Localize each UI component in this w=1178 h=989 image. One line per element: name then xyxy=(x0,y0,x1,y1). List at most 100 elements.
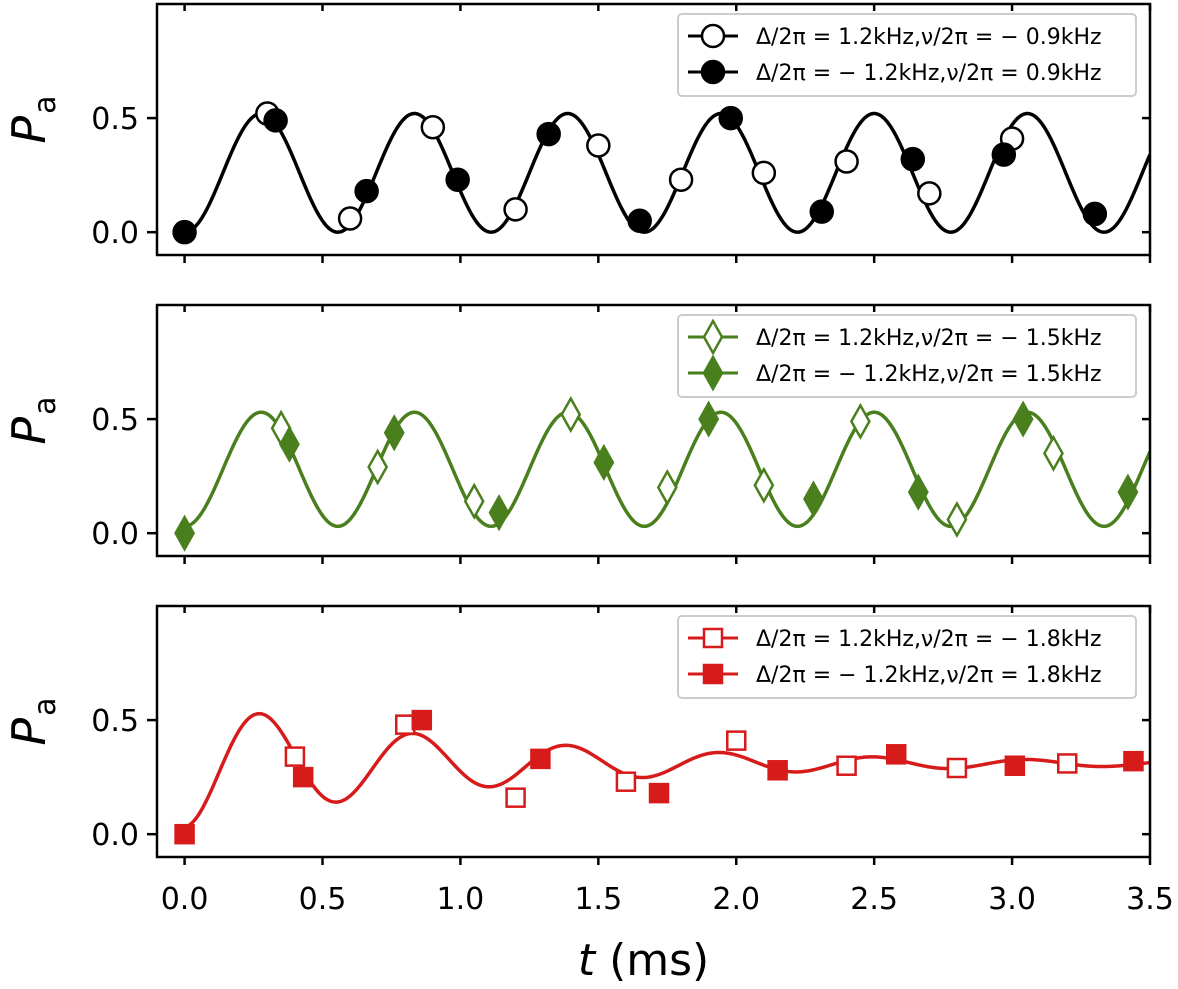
data-point xyxy=(536,121,561,147)
data-point xyxy=(885,744,907,765)
data-point xyxy=(834,149,859,174)
y-tick-label: 0.0 xyxy=(91,818,139,853)
data-point xyxy=(726,730,747,751)
data-point xyxy=(836,755,857,776)
data-point xyxy=(1004,755,1026,776)
data-point xyxy=(1057,753,1078,774)
data-point xyxy=(907,473,929,511)
legend-marker xyxy=(702,663,724,685)
x-tick-label: 2.5 xyxy=(850,882,898,917)
y-tick-label: 0.0 xyxy=(91,216,139,251)
data-point xyxy=(420,114,446,140)
data-point xyxy=(1012,400,1034,438)
data-point xyxy=(593,443,615,481)
legend-label: Δ/2π = − 1.2kHz,ν/2π = 1.5kHz xyxy=(756,362,1102,387)
data-point xyxy=(354,178,379,204)
series-filled xyxy=(174,709,1144,845)
series-open xyxy=(284,714,1078,808)
series-open xyxy=(255,101,1025,231)
fit-curve xyxy=(185,410,1150,529)
data-point xyxy=(445,167,470,192)
data-point xyxy=(586,133,611,158)
data-point xyxy=(1117,473,1139,511)
data-point xyxy=(809,199,835,224)
y-axis-label: Pa xyxy=(2,95,63,143)
data-point xyxy=(1082,201,1108,227)
legend: Δ/2π = 1.2kHz,ν/2π = − 1.5kHz Δ/2π = − 1.… xyxy=(677,314,1137,398)
series-open xyxy=(270,395,1064,539)
legend-label: Δ/2π = 1.2kHz,ν/2π = − 1.5kHz xyxy=(756,326,1102,351)
legend-label: Δ/2π = − 1.2kHz,ν/2π = 1.8kHz xyxy=(756,663,1102,688)
y-tick-label: 0.0 xyxy=(91,517,139,552)
data-point xyxy=(767,760,788,781)
data-point xyxy=(849,402,871,440)
panel-bottom: 0.0 0.5 0.0 0.5 1.0 1.5 2.0 2.5 3.0 3.5 Pa t (ms) Δ/… xyxy=(2,604,1174,986)
data-point xyxy=(991,142,1017,167)
data-point xyxy=(648,782,670,804)
fit-curve xyxy=(184,711,1150,829)
data-point xyxy=(174,823,195,845)
y-axis-label: Pa xyxy=(2,396,63,444)
data-point xyxy=(627,208,652,234)
data-point xyxy=(383,414,405,452)
y-tick-label: 0.5 xyxy=(91,403,139,438)
data-point xyxy=(668,167,694,192)
data-point xyxy=(751,160,777,186)
data-point xyxy=(278,425,300,463)
data-point xyxy=(718,105,743,131)
x-axis-label: t (ms) xyxy=(578,935,709,986)
data-point xyxy=(560,395,582,434)
x-tick-label: 3.5 xyxy=(1126,882,1174,917)
x-tick-label: 2.0 xyxy=(712,882,760,917)
legend-marker xyxy=(702,627,724,649)
data-point xyxy=(900,146,926,172)
legend-box xyxy=(677,13,1137,97)
data-point xyxy=(503,197,528,222)
legend-marker xyxy=(700,23,726,49)
data-point xyxy=(946,757,968,779)
y-tick-label: 0.5 xyxy=(91,704,139,739)
data-point xyxy=(803,480,824,518)
legend-box xyxy=(677,314,1137,398)
data-point xyxy=(292,766,314,788)
series-filled xyxy=(172,105,1108,245)
data-point xyxy=(698,400,720,438)
axes-frame xyxy=(155,2,1152,257)
data-point xyxy=(946,500,968,539)
data-point xyxy=(505,787,526,808)
x-tick-label: 1.5 xyxy=(574,882,622,917)
legend-box xyxy=(677,615,1137,699)
data-point xyxy=(488,494,510,532)
legend-marker xyxy=(702,354,724,392)
data-point xyxy=(263,108,288,133)
data-point xyxy=(172,219,197,245)
legend-marker xyxy=(700,59,726,85)
x-tick-label: 0.0 xyxy=(161,882,209,917)
legend-label: Δ/2π = − 1.2kHz,ν/2π = 0.9kHz xyxy=(756,61,1102,86)
axes-frame xyxy=(155,604,1152,859)
data-point xyxy=(1043,434,1064,472)
data-point xyxy=(656,468,678,507)
data-point xyxy=(367,448,389,486)
data-point xyxy=(615,771,637,792)
data-point xyxy=(463,482,485,520)
data-point xyxy=(1123,750,1144,772)
legend-label: Δ/2π = 1.2kHz,ν/2π = − 0.9kHz xyxy=(756,25,1102,50)
data-point xyxy=(753,466,775,504)
legend-label: Δ/2π = 1.2kHz,ν/2π = − 1.8kHz xyxy=(756,627,1102,652)
x-tick-label: 1.0 xyxy=(437,882,485,917)
data-point xyxy=(337,206,363,231)
y-tick-label: 0.5 xyxy=(91,102,139,137)
x-tick-label: 3.0 xyxy=(988,882,1036,917)
legend: Δ/2π = 1.2kHz,ν/2π = − 1.8kHz Δ/2π = − 1.… xyxy=(677,615,1137,699)
legend: Δ/2π = 1.2kHz,ν/2π = − 0.9kHz Δ/2π = − 1.… xyxy=(677,13,1137,97)
legend-marker xyxy=(702,318,724,356)
data-point xyxy=(917,181,942,206)
data-point xyxy=(411,709,433,731)
axes-frame xyxy=(155,303,1152,558)
y-axis-label: Pa xyxy=(2,697,63,745)
x-tick-label: 0.5 xyxy=(299,882,347,917)
